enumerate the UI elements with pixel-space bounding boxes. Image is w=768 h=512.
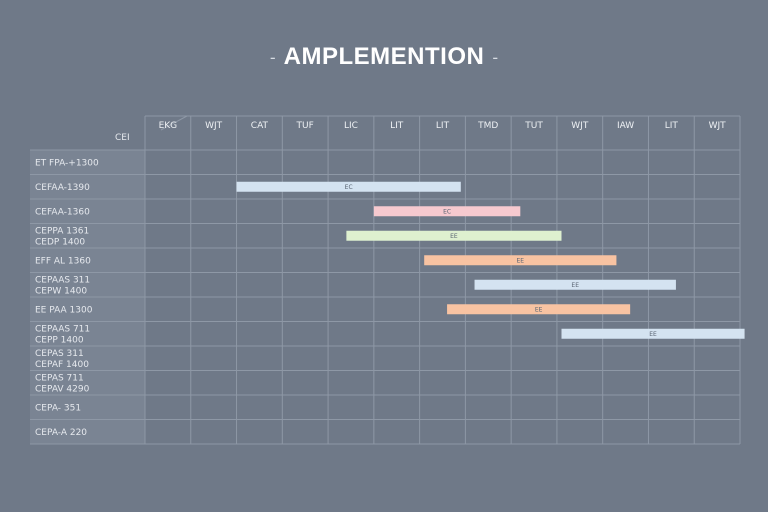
row-label: CEPW 1400 (35, 286, 87, 296)
column-header: TUF (296, 121, 314, 131)
row-label: CEPP 1400 (35, 335, 84, 345)
column-header: WJT (709, 121, 727, 131)
column-header: TMD (477, 121, 498, 131)
corner-label: CEI (115, 133, 130, 143)
task-bar-label: EE (517, 257, 525, 264)
row-label: CEDP 1400 (35, 237, 85, 247)
chart-title: AMPLEMENTION (283, 43, 485, 70)
chart-title-row: - AMPLEMENTION - (0, 42, 768, 72)
title-dash-left: - (269, 47, 276, 67)
column-header: IAW (617, 121, 634, 131)
column-header: CAT (251, 121, 269, 131)
column-headers: EKG WJT CAT TUF LIC LIT LIT TMD TUT WJT IAW LIT WJT (159, 121, 727, 131)
column-header: EKG (159, 121, 178, 131)
column-header: WJT (571, 121, 589, 131)
column-header: LIT (665, 121, 679, 131)
row-label: CEPA- 351 (35, 403, 81, 413)
column-header: WJT (205, 121, 223, 131)
task-bar (346, 230, 562, 241)
task-bar (474, 279, 676, 290)
row-label: CEPAAS 311 (35, 275, 90, 285)
row-label: ET FPA-+1300 (35, 158, 99, 168)
task-bar-label: EE (535, 306, 543, 313)
row-label: EFF AL 1360 (35, 256, 91, 266)
task-bar-label: EE (571, 282, 579, 289)
row-label: CEPA-A 220 (35, 428, 87, 438)
column-header: LIT (390, 121, 404, 131)
row-label: CEPAS 711 (35, 373, 84, 383)
task-bar-label: EE (450, 233, 458, 240)
task-bar-label: EC (345, 184, 353, 191)
task-bar-label: EC (443, 208, 451, 215)
task-bar (373, 206, 521, 217)
task-bar (561, 328, 745, 339)
row-label: CEFAA-1390 (35, 183, 90, 193)
column-header: LIT (436, 121, 450, 131)
task-bar (447, 304, 631, 315)
column-header: LIC (344, 121, 358, 131)
task-bar (424, 255, 617, 266)
task-bars: EC EC EE EE EE EE EE (236, 181, 745, 339)
row-label: CEPAV 4290 (35, 384, 90, 394)
row-label: CEPAF 1400 (35, 360, 89, 370)
row-label: CEPAAS 711 (35, 324, 90, 334)
chart-grid (30, 115, 741, 445)
title-dash-right: - (492, 47, 499, 67)
row-label: CEPPA 1361 (35, 226, 89, 236)
row-label: CEFAA-1360 (35, 207, 90, 217)
column-header: TUT (524, 121, 543, 131)
row-labels: ET FPA-+1300 CEFAA-1390 CEFAA-1360 CEPPA 13… (35, 158, 99, 438)
header-diagonal (160, 115, 188, 131)
row-label: CEPAS 311 (35, 349, 84, 359)
task-bar (236, 181, 461, 192)
task-bar-label: EE (649, 331, 657, 338)
row-label: EE PAA 1300 (35, 305, 93, 315)
